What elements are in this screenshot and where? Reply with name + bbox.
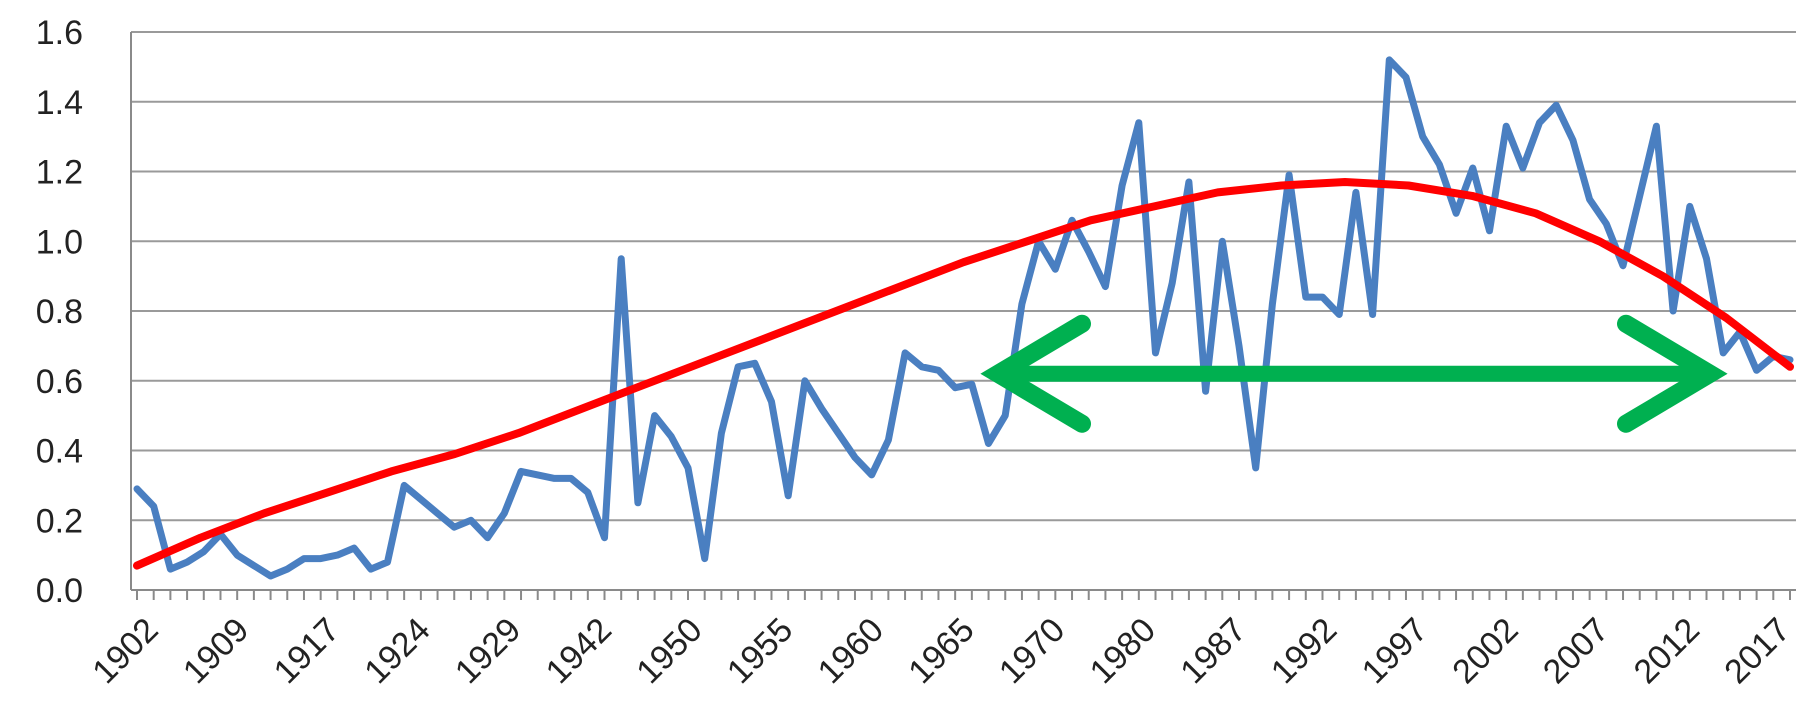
series-line-trend [133, 178, 1794, 570]
annotation-arrow [980, 314, 1728, 433]
y-tick-label: 1.4 [36, 84, 83, 122]
y-tick-label: 1.6 [36, 14, 83, 52]
y-tick-label: 0.4 [36, 433, 83, 471]
y-tick-label: 0.8 [36, 293, 83, 331]
y-tick-labels: 0.0 0.2 0.4 0.6 0.8 1.0 1.2 1.4 1.6 [36, 14, 83, 610]
y-tick-label: 0.2 [36, 502, 83, 540]
axes [130, 32, 1796, 600]
gridlines [131, 31, 1796, 522]
double-arrow [980, 314, 1728, 433]
y-tick-label: 1.0 [36, 223, 83, 261]
series-line-observed [133, 56, 1794, 580]
arrow-head-left [980, 314, 1091, 433]
arrow-head-right [1617, 314, 1728, 433]
y-tick-label: 0.0 [36, 572, 83, 610]
y-tick-label: 0.6 [36, 363, 83, 401]
y-tick-label: 1.2 [36, 154, 83, 192]
series [133, 56, 1794, 580]
